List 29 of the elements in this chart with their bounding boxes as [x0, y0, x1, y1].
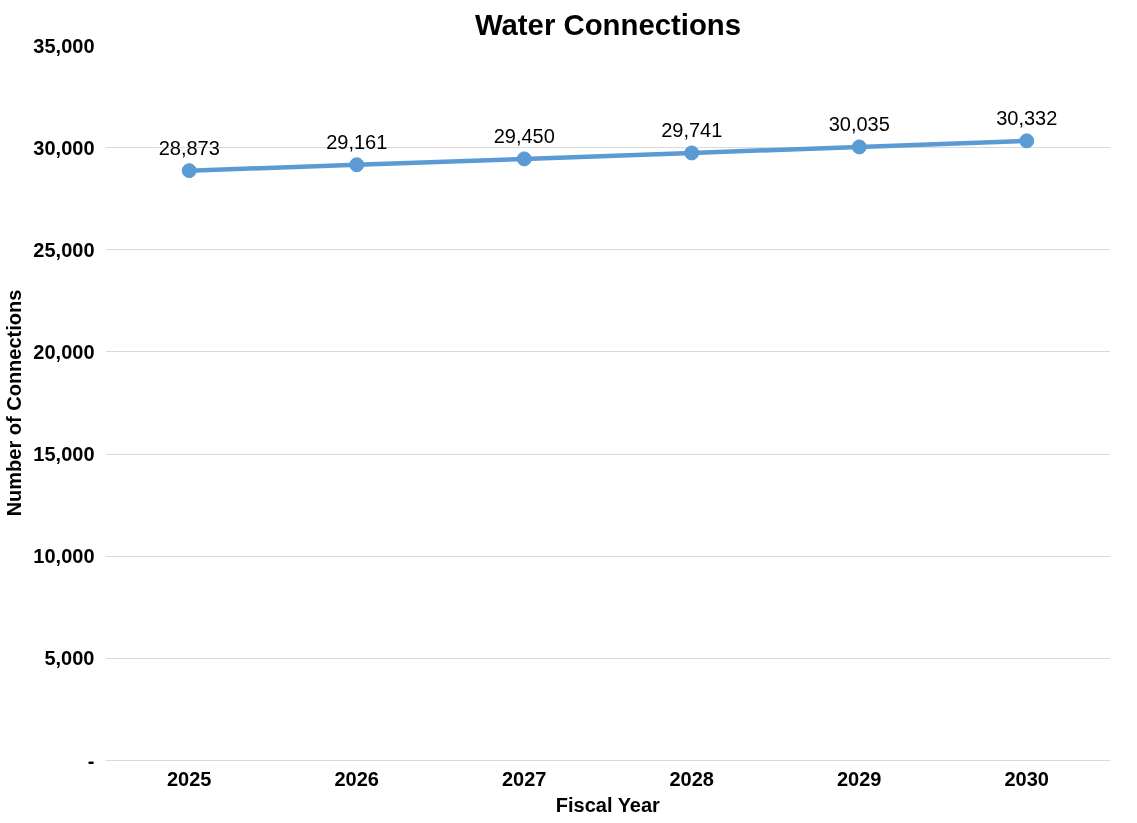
chart-title: Water Connections	[474, 7, 742, 41]
point	[684, 145, 700, 161]
x-tick-label: 2030	[1004, 767, 1049, 790]
x-tick-label: 2027	[502, 767, 547, 790]
y-axis-title: Number of Connections	[3, 289, 26, 517]
y-tick-label: 25,000	[33, 238, 95, 261]
y-tick-label: -	[87, 749, 95, 772]
data-label: 29,161	[326, 130, 388, 153]
data-label: 30,332	[996, 106, 1058, 129]
point	[516, 151, 532, 167]
x-axis-title: Fiscal Year	[555, 793, 661, 816]
y-tick-label: 5,000	[44, 647, 95, 670]
point	[349, 157, 365, 173]
point	[1019, 133, 1035, 149]
data-label: 30,035	[828, 112, 890, 135]
data-label: 29,450	[493, 124, 555, 147]
y-tick-label: 20,000	[33, 340, 95, 363]
data-label: 28,873	[158, 136, 220, 159]
point	[851, 139, 867, 155]
y-tick-label: 10,000	[33, 545, 95, 568]
x-tick-label: 2028	[669, 767, 714, 790]
y-tick-label: 30,000	[33, 136, 95, 159]
y-tick-label: 35,000	[33, 34, 95, 57]
data-label: 29,741	[661, 118, 723, 141]
x-tick-label: 2026	[334, 767, 379, 790]
y-tick-label: 15,000	[33, 443, 95, 466]
x-tick-label: 2029	[837, 767, 882, 790]
x-tick-label: 2025	[167, 767, 212, 790]
point	[181, 163, 197, 179]
